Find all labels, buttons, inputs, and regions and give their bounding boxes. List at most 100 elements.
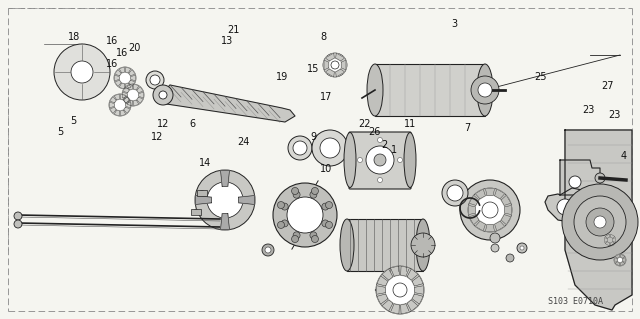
- Circle shape: [322, 220, 329, 227]
- Polygon shape: [325, 53, 334, 61]
- Polygon shape: [115, 80, 121, 86]
- Polygon shape: [612, 238, 616, 242]
- Circle shape: [114, 67, 136, 89]
- Polygon shape: [401, 266, 410, 276]
- Polygon shape: [133, 100, 139, 106]
- Polygon shape: [127, 84, 132, 90]
- Circle shape: [265, 247, 271, 253]
- Circle shape: [490, 233, 500, 243]
- Circle shape: [14, 220, 22, 228]
- Circle shape: [482, 202, 498, 218]
- Bar: [197, 190, 207, 196]
- Circle shape: [358, 158, 362, 162]
- Polygon shape: [415, 286, 424, 294]
- Polygon shape: [615, 254, 620, 258]
- Circle shape: [312, 130, 348, 166]
- Text: 16: 16: [106, 36, 118, 47]
- Circle shape: [54, 44, 110, 100]
- Circle shape: [293, 141, 307, 155]
- Circle shape: [326, 202, 333, 209]
- Ellipse shape: [477, 64, 493, 116]
- Text: 3: 3: [451, 19, 458, 29]
- Polygon shape: [125, 67, 131, 73]
- Polygon shape: [124, 97, 130, 103]
- Bar: [375, 64, 485, 116]
- Polygon shape: [137, 86, 143, 93]
- Polygon shape: [505, 205, 511, 215]
- Circle shape: [586, 208, 614, 236]
- Text: 1: 1: [390, 145, 397, 155]
- Circle shape: [378, 137, 383, 143]
- Polygon shape: [605, 242, 610, 246]
- Polygon shape: [129, 80, 135, 86]
- Circle shape: [562, 184, 638, 260]
- Polygon shape: [119, 83, 125, 89]
- Circle shape: [385, 275, 415, 305]
- Polygon shape: [401, 304, 410, 314]
- Circle shape: [478, 83, 492, 97]
- Circle shape: [594, 216, 606, 228]
- Text: 18: 18: [67, 32, 80, 42]
- Circle shape: [326, 221, 333, 228]
- Polygon shape: [127, 100, 132, 106]
- Circle shape: [607, 237, 613, 243]
- Text: 19: 19: [275, 71, 288, 82]
- Text: 17: 17: [320, 92, 333, 102]
- Circle shape: [310, 232, 317, 239]
- Circle shape: [491, 244, 499, 252]
- Polygon shape: [324, 60, 328, 70]
- Text: 12: 12: [150, 132, 163, 142]
- Text: 8: 8: [320, 32, 326, 42]
- Circle shape: [146, 71, 164, 89]
- Text: 21: 21: [227, 25, 240, 35]
- Polygon shape: [476, 221, 485, 231]
- Text: 5: 5: [58, 127, 64, 137]
- Polygon shape: [495, 221, 505, 231]
- Polygon shape: [336, 53, 345, 61]
- Circle shape: [442, 180, 468, 206]
- Polygon shape: [126, 102, 131, 108]
- Ellipse shape: [344, 132, 356, 188]
- Circle shape: [517, 243, 527, 253]
- Circle shape: [287, 197, 323, 233]
- Polygon shape: [137, 97, 143, 103]
- Polygon shape: [325, 69, 334, 77]
- Circle shape: [376, 266, 424, 314]
- Polygon shape: [485, 225, 495, 232]
- Circle shape: [411, 233, 435, 257]
- Polygon shape: [614, 257, 617, 263]
- Text: 4: 4: [621, 151, 627, 161]
- Circle shape: [114, 99, 126, 111]
- Polygon shape: [110, 97, 116, 103]
- Polygon shape: [485, 189, 495, 195]
- Polygon shape: [114, 94, 120, 100]
- Ellipse shape: [367, 64, 383, 116]
- Text: 26: 26: [368, 127, 381, 137]
- Polygon shape: [120, 94, 126, 100]
- Polygon shape: [620, 254, 625, 258]
- Circle shape: [288, 136, 312, 160]
- Polygon shape: [123, 86, 129, 93]
- Polygon shape: [501, 195, 511, 205]
- Polygon shape: [605, 234, 610, 238]
- Polygon shape: [615, 262, 620, 266]
- Circle shape: [471, 76, 499, 104]
- Ellipse shape: [340, 219, 354, 271]
- Circle shape: [460, 180, 520, 240]
- Circle shape: [14, 212, 22, 220]
- Circle shape: [604, 234, 616, 246]
- Polygon shape: [407, 269, 418, 280]
- Circle shape: [278, 221, 284, 228]
- Text: 25: 25: [534, 71, 547, 82]
- Circle shape: [378, 177, 383, 182]
- Polygon shape: [120, 110, 126, 116]
- Circle shape: [109, 94, 131, 116]
- Polygon shape: [139, 92, 143, 98]
- Circle shape: [366, 146, 394, 174]
- Circle shape: [292, 235, 298, 242]
- Circle shape: [71, 61, 93, 83]
- Circle shape: [159, 91, 167, 99]
- Polygon shape: [114, 110, 120, 116]
- Bar: [191, 209, 201, 215]
- Circle shape: [312, 188, 319, 195]
